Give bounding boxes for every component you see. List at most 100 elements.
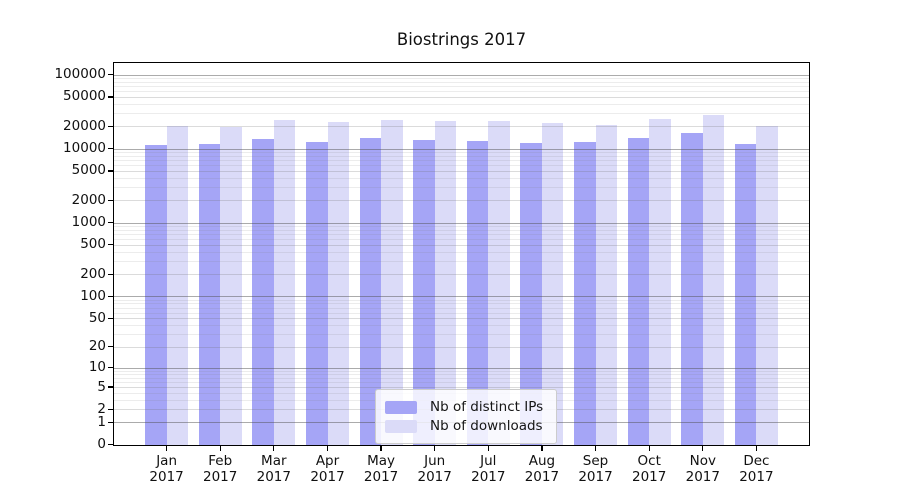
gridline-6000 <box>114 165 809 166</box>
chart-title: Biostrings 2017 <box>396 30 527 49</box>
gridline-30000 <box>114 113 809 115</box>
legend: Nb of distinct IPs Nb of downloads <box>375 389 558 444</box>
x-tick-aug <box>541 446 543 451</box>
y-tick-20000 <box>108 125 113 127</box>
gridline-60000 <box>114 91 809 92</box>
bar-downloads-mar <box>273 119 296 445</box>
gridline-30 <box>114 334 809 336</box>
y-tick-label-200: 200 <box>80 265 106 282</box>
y-tick-label-1000: 1000 <box>71 214 106 231</box>
bar-ips-sep <box>574 142 596 445</box>
bars-layer <box>113 62 810 446</box>
gridline-70000 <box>114 86 809 88</box>
bar-ips-mar <box>252 138 274 445</box>
y-tick-5 <box>108 386 113 388</box>
plot-area <box>113 62 810 446</box>
y-tick-100 <box>108 295 113 297</box>
y-tick-label-50: 50 <box>88 309 106 326</box>
gridline-90000 <box>114 78 809 79</box>
x-tick-mar <box>273 446 275 451</box>
gridline-200 <box>114 274 809 276</box>
bar-downloads-may <box>381 119 403 445</box>
y-tick-label-500: 500 <box>80 236 106 253</box>
bar-downloads-dec <box>756 126 778 445</box>
gridline-80 <box>114 303 809 305</box>
gridline-400 <box>114 252 809 253</box>
gridline-10 <box>114 367 809 369</box>
gridline-40000 <box>114 104 809 105</box>
bar-ips-jul <box>466 141 489 445</box>
gridline-7000 <box>114 160 809 162</box>
y-tick-label-5000: 5000 <box>71 162 106 179</box>
bar-downloads-apr <box>327 122 349 445</box>
y-tick-label-5: 5 <box>97 378 106 395</box>
gridline-80000 <box>114 81 809 83</box>
x-tick-jan <box>165 446 168 451</box>
x-tick-label-oct: Oct 2017 <box>632 453 667 485</box>
y-tick-label-10: 10 <box>88 359 106 375</box>
gridline-7 <box>114 377 809 379</box>
x-tick-jun <box>434 446 436 451</box>
bar-downloads-aug <box>541 123 564 445</box>
x-tick-label-dec: Dec 2017 <box>739 453 774 485</box>
bar-downloads-nov <box>702 115 725 445</box>
gridline-100000 <box>114 74 809 76</box>
bar-ips-aug <box>520 142 542 445</box>
gridline-300 <box>114 261 809 263</box>
x-tick-jul <box>487 446 489 451</box>
x-tick-label-aug: Aug 2017 <box>524 453 560 485</box>
gridline-4000 <box>114 178 809 179</box>
bar-ips-may <box>359 138 382 445</box>
legend-item-distinct-ips: Nb of distinct IPs <box>385 399 543 415</box>
y-tick-label-10000: 10000 <box>63 140 106 157</box>
gridline-50000 <box>114 96 809 98</box>
gridline-20000 <box>114 126 809 128</box>
x-tick-label-apr: Apr 2017 <box>310 453 345 485</box>
y-tick-10000 <box>108 147 113 150</box>
x-tick-apr <box>326 446 329 451</box>
bar-downloads-feb <box>220 127 242 445</box>
x-tick-oct <box>648 446 650 451</box>
y-tick-label-20: 20 <box>88 338 106 355</box>
y-tick-label-100000: 100000 <box>54 66 106 83</box>
y-tick-5000 <box>108 170 113 172</box>
legend-label-downloads: Nb of downloads <box>430 418 543 434</box>
x-tick-may <box>380 446 382 451</box>
y-tick-1 <box>108 421 113 423</box>
y-tick-200 <box>108 273 113 275</box>
y-tick-label-2000: 2000 <box>71 191 106 208</box>
gridline-1000 <box>114 222 809 224</box>
y-tick-1000 <box>108 221 113 224</box>
bar-ips-nov <box>681 133 703 445</box>
bar-ips-jan <box>145 145 167 445</box>
bar-ips-apr <box>306 142 328 445</box>
legend-label-distinct-ips: Nb of distinct IPs <box>430 399 544 415</box>
x-tick-label-jan: Jan 2017 <box>149 453 184 485</box>
x-tick-label-jun: Jun 2017 <box>417 453 452 485</box>
gridline-2000 <box>114 200 809 202</box>
bar-ips-feb <box>198 144 221 445</box>
y-tick-label-2: 2 <box>97 400 106 417</box>
y-tick-label-50000: 50000 <box>63 88 106 105</box>
legend-swatch-downloads <box>385 419 417 433</box>
gridline-800 <box>114 229 809 231</box>
x-tick-dec <box>755 446 758 451</box>
gridline-9 <box>114 370 809 372</box>
bar-downloads-jun <box>434 120 457 445</box>
y-tick-100000 <box>108 73 113 76</box>
gridline-5000 <box>114 170 809 172</box>
gridline-40 <box>114 325 809 327</box>
bar-downloads-jan <box>166 126 189 445</box>
y-tick-500 <box>108 244 113 246</box>
bar-ips-oct <box>627 137 650 445</box>
bar-downloads-jul <box>488 121 510 445</box>
x-tick-label-may: May 2017 <box>363 453 399 485</box>
gridline-50 <box>114 318 809 320</box>
y-tick-label-20000: 20000 <box>63 117 106 134</box>
gridline-10000 <box>114 148 809 150</box>
x-tick-label-sep: Sep 2017 <box>578 453 613 485</box>
y-tick-20 <box>108 346 113 348</box>
gridline-700 <box>114 234 809 235</box>
x-tick-label-feb: Feb 2017 <box>203 453 238 485</box>
